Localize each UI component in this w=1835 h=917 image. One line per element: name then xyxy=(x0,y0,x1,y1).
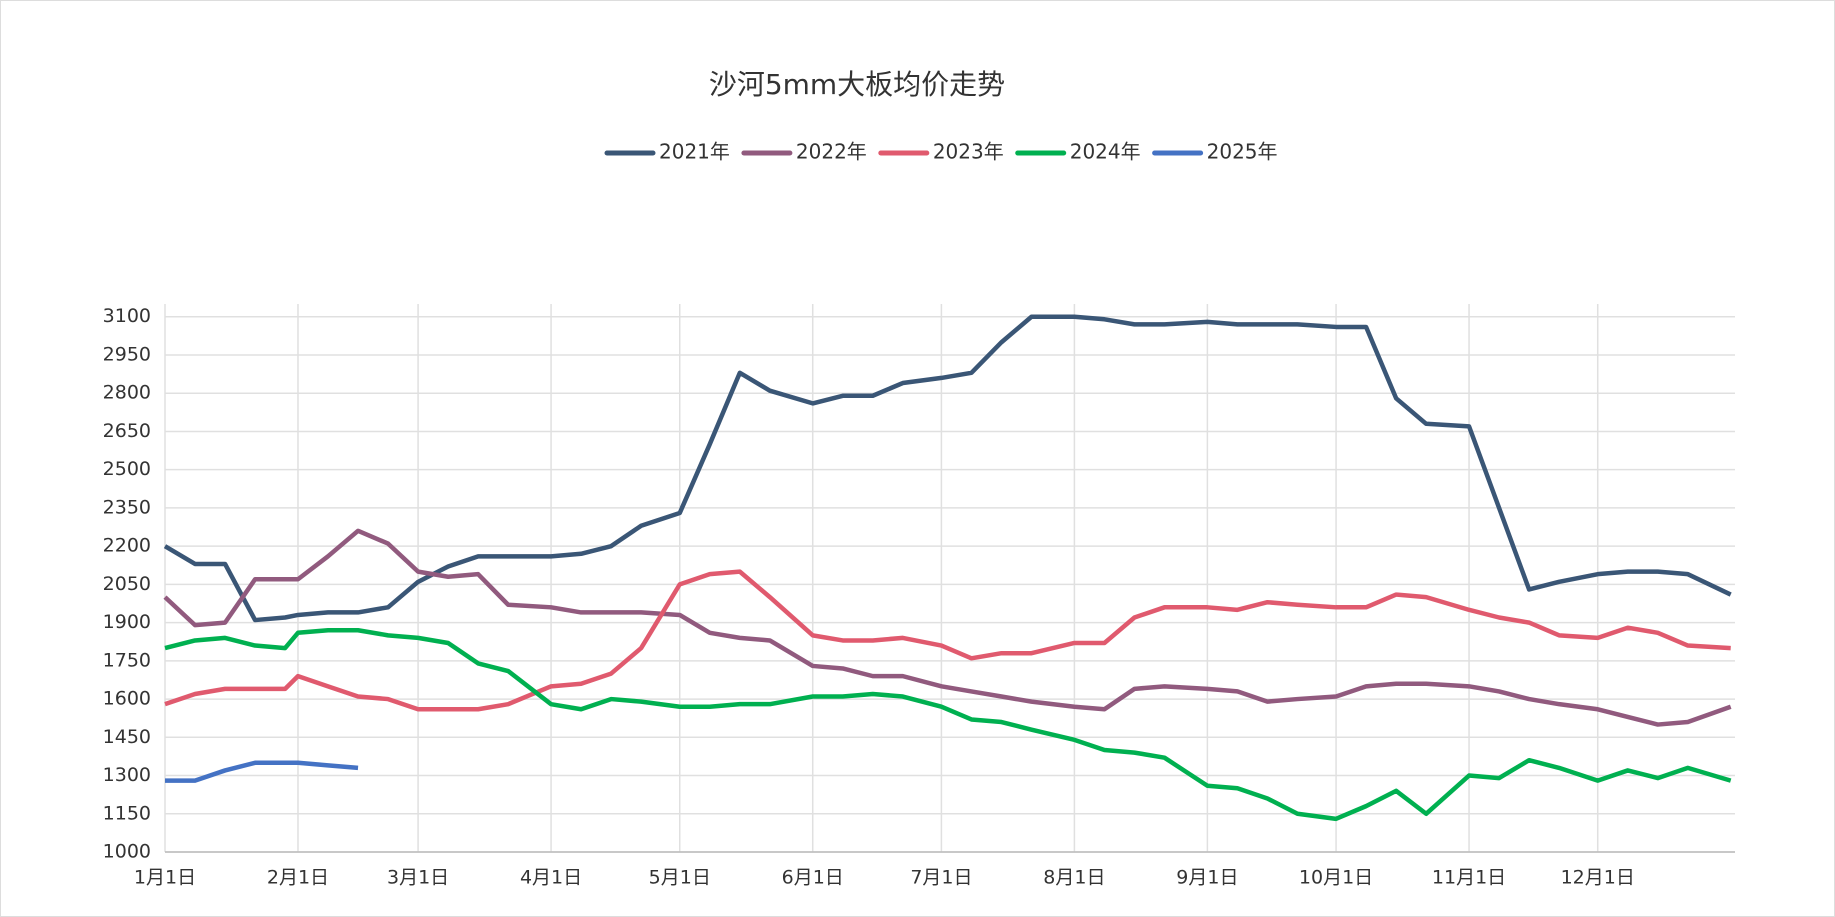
y-tick-label: 1900 xyxy=(103,611,151,633)
y-tick-label: 2350 xyxy=(103,496,151,518)
legend-label: 2022年 xyxy=(796,140,867,164)
series-line xyxy=(163,314,1732,623)
x-tick-label: 12月1日 xyxy=(1561,867,1635,889)
legend: 2021年 2022年 2023年 2024年 2025年 xyxy=(604,140,1278,164)
series-line xyxy=(164,569,1731,712)
chart-title: 沙河5mm大板均价走势 xyxy=(709,68,1005,101)
y-tick-label: 1750 xyxy=(103,649,151,671)
y-tick-label: 1600 xyxy=(103,688,151,710)
x-tick-label: 6月1日 xyxy=(782,867,844,889)
y-tick-label: 1450 xyxy=(103,726,151,748)
series-line xyxy=(165,760,359,783)
y-tick-label: 2800 xyxy=(103,382,151,404)
x-tick-label: 1月1日 xyxy=(134,867,196,889)
x-tick-label: 7月1日 xyxy=(910,867,972,889)
x-tick-label: 4月1日 xyxy=(520,867,582,889)
series-line xyxy=(163,528,1732,727)
y-tick-label: 1150 xyxy=(103,802,151,824)
legend-label: 2023年 xyxy=(933,140,1004,164)
y-tick-label: 2500 xyxy=(103,458,151,480)
x-tick-label: 11月1日 xyxy=(1432,867,1506,889)
x-tick-label: 5月1日 xyxy=(649,867,711,889)
x-tick-label: 8月1日 xyxy=(1043,867,1105,889)
legend-label: 2021年 xyxy=(659,140,730,164)
y-tick-label: 2200 xyxy=(103,535,151,557)
y-tick-label: 3100 xyxy=(103,305,151,327)
y-tick-label: 2950 xyxy=(103,343,151,365)
y-tick-label: 2050 xyxy=(103,573,151,595)
y-tick-label: 1300 xyxy=(103,764,151,786)
y-tick-label: 2650 xyxy=(103,420,151,442)
series-line xyxy=(164,628,1732,822)
x-tick-label: 3月1日 xyxy=(387,867,449,889)
x-tick-label: 9月1日 xyxy=(1176,867,1238,889)
legend-label: 2025年 xyxy=(1207,140,1278,164)
lines xyxy=(163,314,1732,822)
legend-label: 2024年 xyxy=(1070,140,1141,164)
y-tick-label: 1000 xyxy=(103,841,151,863)
x-tick-label: 2月1日 xyxy=(267,867,329,889)
x-tick-label: 10月1日 xyxy=(1299,867,1373,889)
grid: 1000 1150 1300 1450 1600 1750 1900 2050 2200 2350… xyxy=(103,304,1735,889)
